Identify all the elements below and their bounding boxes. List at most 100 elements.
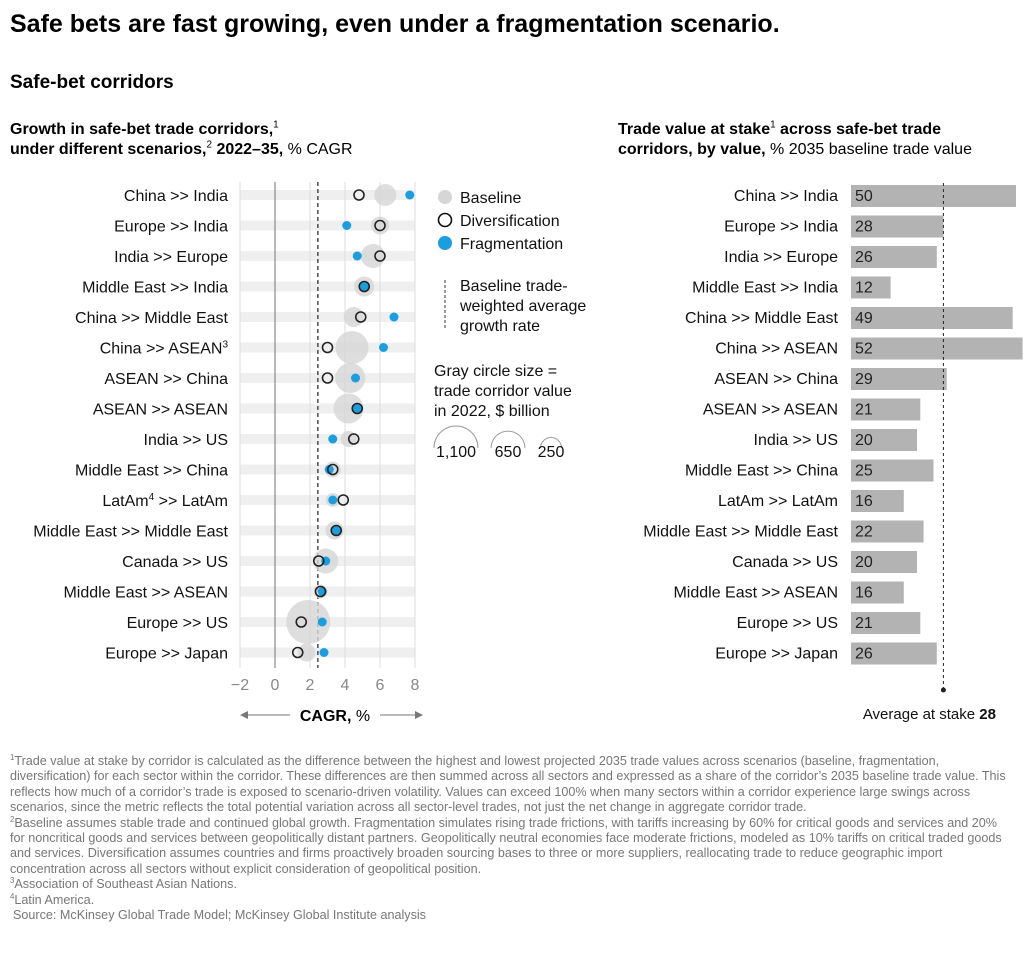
fragmentation-point (317, 617, 327, 627)
bar (851, 246, 937, 268)
charts-svg: −2 0 2 4 6 8 CAGR, % China >> India Europe >> In… (33, 182, 1023, 725)
row-band (240, 190, 415, 200)
bar-value-label: 28 (855, 219, 873, 236)
size-legend-text: Gray circle size = (434, 363, 557, 380)
fragmentation-point (352, 251, 362, 261)
bar-category-label: Europe >> US (737, 615, 838, 632)
bar-category-label: Middle East >> China (685, 463, 838, 480)
legend-label: Fragmentation (460, 236, 563, 253)
bar-value-label: 21 (855, 615, 873, 632)
row-label: Europe >> Japan (105, 646, 228, 663)
baseline-point (297, 643, 316, 662)
footnote-ref: 1 (770, 119, 776, 131)
right-title-part1: Trade value at stake (618, 121, 771, 138)
footnote-marker: 3 (10, 876, 15, 886)
bar-category-label: Middle East >> Middle East (643, 524, 838, 541)
x-tick-label: 6 (376, 677, 385, 694)
average-marker (940, 687, 946, 693)
diversification-point (312, 555, 325, 567)
x-tick-label: 2 (306, 677, 315, 694)
fragmentation-point (379, 343, 388, 352)
baseline-point (360, 243, 386, 269)
bar-value-label: 21 (855, 402, 873, 419)
footnote-2: 2Baseline assumes stable trade and conti… (10, 815, 1015, 878)
bar (851, 429, 917, 451)
bar (851, 459, 934, 482)
diversification-point (291, 646, 304, 659)
row-label: Middle East >> ASEAN (63, 585, 228, 602)
size-legend-label: 650 (495, 444, 522, 461)
left-title-unit: % CAGR (283, 141, 353, 158)
row-band (240, 281, 415, 292)
bar-category-label: ASEAN >> China (714, 371, 838, 388)
footnote-marker: 4 (10, 891, 15, 901)
size-legend-text: in 2022, $ billion (434, 403, 550, 420)
baseline-point (370, 216, 390, 235)
bar-value-label: 25 (855, 463, 873, 480)
fragmentation-point (324, 465, 334, 474)
row-band (240, 342, 415, 353)
left-title-line2: under different scenarios, (10, 141, 207, 158)
bar-value-label: 16 (855, 585, 873, 602)
row-label: Europe >> India (114, 219, 228, 236)
bar-value-label: 12 (855, 280, 873, 297)
bar (851, 307, 1013, 329)
size-legend-circle (433, 425, 479, 449)
bar-category-label: India >> US (754, 432, 839, 449)
fragmentation-point (328, 495, 338, 505)
row-band (240, 586, 415, 597)
row-label: China >> Middle East (75, 310, 229, 327)
fragmentation-point (331, 526, 341, 535)
bar (851, 337, 1023, 360)
footnote-ref: 2 (206, 139, 213, 151)
fragmentation-point (359, 282, 369, 291)
row-label: ASEAN >> ASEAN (93, 402, 228, 419)
row-label: Canada >> US (122, 554, 228, 571)
bar (851, 276, 891, 299)
fragmentation-point (352, 404, 362, 413)
fragmentation-point (328, 434, 338, 444)
bar-value-label: 50 (855, 188, 873, 205)
footnote-text: Trade value at stake by corridor is calc… (10, 754, 1006, 815)
row-label: China >> India (124, 188, 228, 205)
diversification-point (321, 372, 334, 384)
diversification-point (321, 341, 334, 354)
fragmentation-point (389, 312, 399, 322)
diversification-point (353, 189, 365, 201)
bar-category-label: Europe >> India (724, 219, 838, 236)
page-title: Safe bets are fast growing, even under a… (10, 10, 780, 38)
row-band (240, 251, 415, 261)
bar-category-label: ASEAN >> ASEAN (703, 402, 838, 419)
right-chart-title: Trade value at stake1 across safe-bet tr… (618, 120, 972, 160)
right-arrow-icon (415, 711, 423, 719)
baseline-point (343, 306, 364, 328)
average-label: Average at stake 28 (863, 706, 996, 723)
legend-baseline-swatch (438, 190, 452, 204)
bar-value-label: 16 (855, 493, 873, 510)
row-band (240, 220, 415, 231)
diversification-point (351, 402, 364, 415)
bar (851, 490, 904, 512)
row-label: ASEAN >> China (104, 371, 228, 388)
bar (851, 398, 921, 421)
baseline-point (333, 393, 364, 424)
right-title-line2: corridors, by value, (618, 141, 766, 158)
bar-value-label: 20 (855, 432, 873, 449)
row-label: India >> US (144, 432, 229, 449)
bar-value-label: 22 (855, 524, 873, 541)
diversification-point (337, 494, 350, 506)
footnote-4: 4Latin America. (10, 891, 1015, 908)
legend-reference-label: growth rate (460, 318, 540, 335)
footnote-1: 1Trade value at stake by corridor is cal… (10, 753, 1015, 816)
diversification-point (295, 616, 308, 628)
footnote-text: Latin America. (14, 892, 95, 907)
x-tick-label: 0 (271, 677, 280, 694)
legend-label: Baseline (460, 190, 521, 207)
size-legend-circle (540, 437, 562, 449)
legend-diversification-swatch (437, 212, 453, 228)
left-chart-title: Growth in safe-bet trade corridors,1 und… (10, 120, 353, 160)
left-arrow-icon (240, 711, 248, 719)
x-tick-label: 8 (411, 677, 420, 694)
bar (851, 581, 904, 604)
